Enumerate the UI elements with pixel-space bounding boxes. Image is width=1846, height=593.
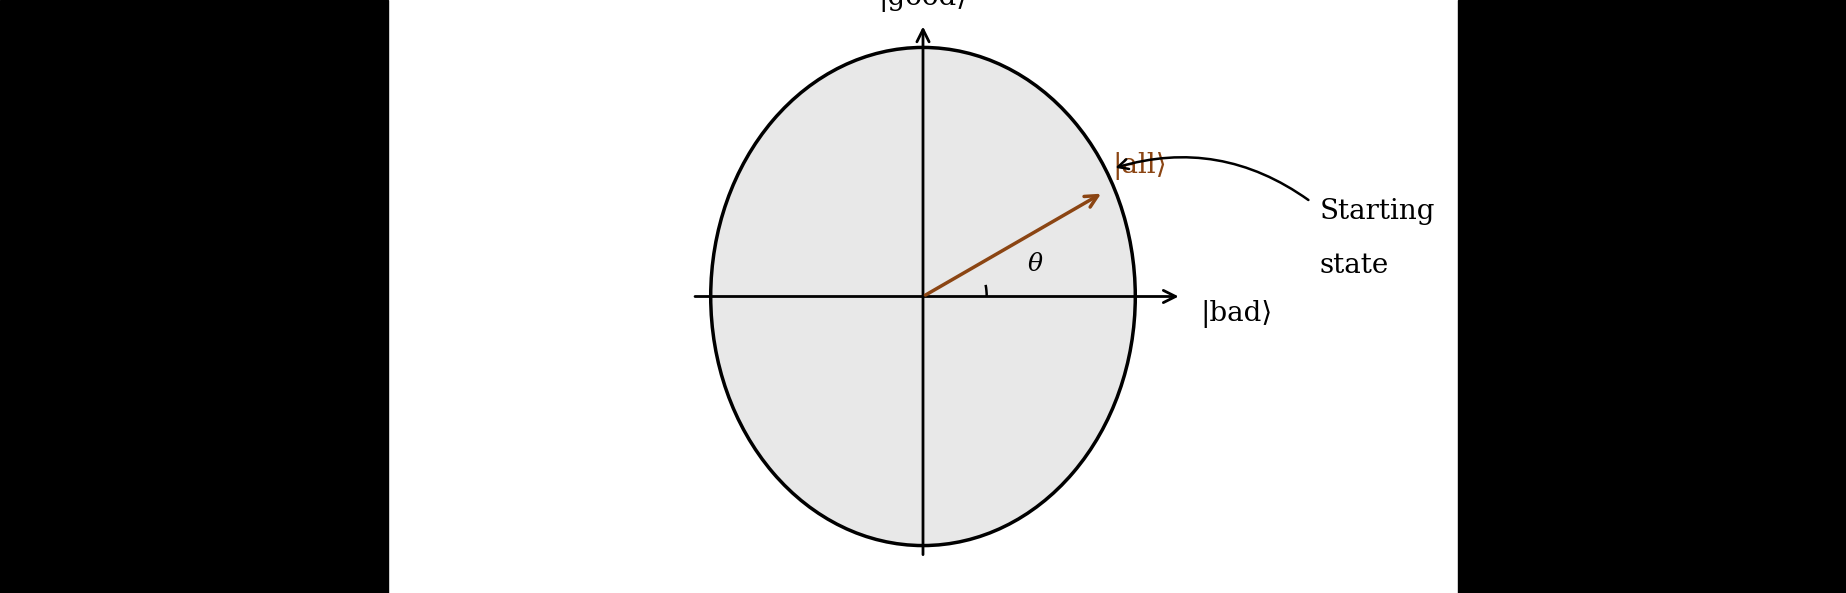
Text: |good⟩: |good⟩	[879, 0, 967, 12]
Bar	[1458, 0, 1846, 593]
Text: θ: θ	[1028, 253, 1043, 276]
Ellipse shape	[711, 47, 1135, 546]
Text: state: state	[1320, 251, 1390, 279]
Text: |all⟩: |all⟩	[1113, 152, 1167, 180]
Bar	[0, 0, 388, 593]
Text: Starting: Starting	[1320, 198, 1436, 225]
Text: |bad⟩: |bad⟩	[1200, 300, 1272, 329]
